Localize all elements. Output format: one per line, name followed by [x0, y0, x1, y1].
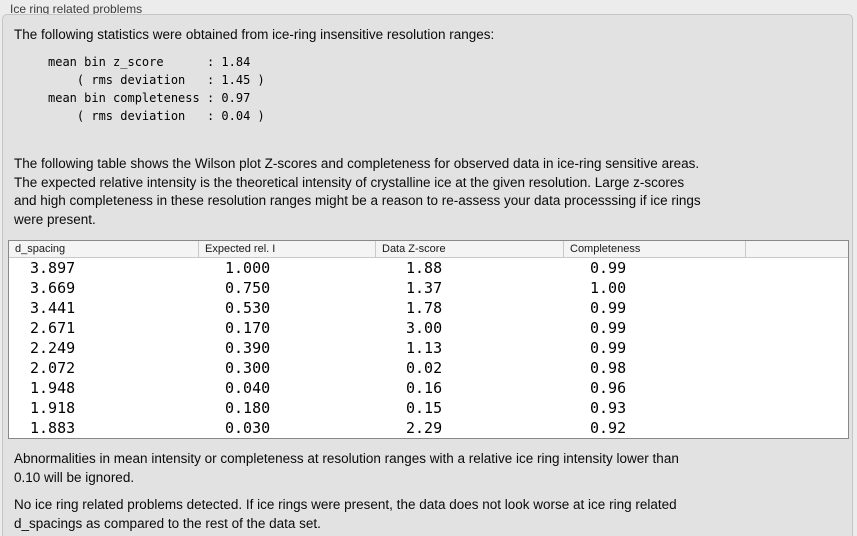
cell-completeness: 0.99 [590, 319, 627, 337]
table-body: 3.897 1.000 1.88 0.99 3.669 0.750 1.37 1… [9, 258, 848, 438]
ice-ring-table[interactable]: d_spacing Expected rel. I Data Z-score C… [8, 240, 849, 439]
cell-completeness: 0.99 [590, 299, 627, 317]
cell-expected-rel-i: 0.390 [225, 339, 271, 357]
column-header-completeness[interactable]: Completeness [564, 241, 746, 257]
table-header-row: d_spacing Expected rel. I Data Z-score C… [9, 241, 848, 258]
cell-expected-rel-i: 0.030 [225, 419, 271, 437]
cell-completeness: 0.93 [590, 399, 627, 417]
cell-data-z-score: 3.00 [406, 319, 443, 337]
cell-data-z-score: 0.02 [406, 359, 443, 377]
cell-data-z-score: 0.16 [406, 379, 443, 397]
stats-block: mean bin z_score : 1.84 ( rms deviation … [48, 55, 265, 123]
cell-expected-rel-i: 1.000 [225, 259, 271, 277]
cell-d-spacing: 2.671 [30, 319, 76, 337]
cell-d-spacing: 2.072 [30, 359, 76, 377]
cell-completeness: 0.98 [590, 359, 627, 377]
table-description: The following table shows the Wilson plo… [14, 156, 701, 227]
cell-expected-rel-i: 0.300 [225, 359, 271, 377]
column-header-data-z-score[interactable]: Data Z-score [376, 241, 564, 257]
cell-expected-rel-i: 0.530 [225, 299, 271, 317]
table-row[interactable]: 3.441 0.530 1.78 0.99 [9, 298, 848, 318]
cell-d-spacing: 1.948 [30, 379, 76, 397]
cell-data-z-score: 1.13 [406, 339, 443, 357]
cell-completeness: 1.00 [590, 279, 627, 297]
table-row[interactable]: 1.883 0.030 2.29 0.92 [9, 418, 848, 438]
table-row[interactable]: 2.671 0.170 3.00 0.99 [9, 318, 848, 338]
panel-title: Ice ring related problems [10, 2, 143, 16]
cell-d-spacing: 3.441 [30, 299, 76, 317]
cell-d-spacing: 3.669 [30, 279, 76, 297]
intro-text: The following statistics were obtained f… [14, 27, 495, 42]
ice-ring-panel: The following statistics were obtained f… [2, 14, 853, 536]
cell-expected-rel-i: 0.750 [225, 279, 271, 297]
cell-d-spacing: 3.897 [30, 259, 76, 277]
conclusion-text: No ice ring related problems detected. I… [14, 497, 677, 531]
cell-expected-rel-i: 0.170 [225, 319, 271, 337]
cell-completeness: 0.99 [590, 339, 627, 357]
cell-data-z-score: 1.37 [406, 279, 443, 297]
cell-d-spacing: 2.249 [30, 339, 76, 357]
cell-data-z-score: 1.78 [406, 299, 443, 317]
table-row[interactable]: 1.918 0.180 0.15 0.93 [9, 398, 848, 418]
cell-data-z-score: 0.15 [406, 399, 443, 417]
cell-data-z-score: 1.88 [406, 259, 443, 277]
cell-d-spacing: 1.918 [30, 399, 76, 417]
table-row[interactable]: 2.072 0.300 0.02 0.98 [9, 358, 848, 378]
cell-data-z-score: 2.29 [406, 419, 443, 437]
table-row[interactable]: 2.249 0.390 1.13 0.99 [9, 338, 848, 358]
ignore-note: Abnormalities in mean intensity or compl… [14, 451, 679, 485]
table-row[interactable]: 3.669 0.750 1.37 1.00 [9, 278, 848, 298]
table-row[interactable]: 1.948 0.040 0.16 0.96 [9, 378, 848, 398]
cell-completeness: 0.92 [590, 419, 627, 437]
cell-completeness: 0.99 [590, 259, 627, 277]
column-header-filler [746, 241, 848, 257]
column-header-expected-rel-i[interactable]: Expected rel. I [199, 241, 376, 257]
cell-expected-rel-i: 0.040 [225, 379, 271, 397]
cell-d-spacing: 1.883 [30, 419, 76, 437]
cell-completeness: 0.96 [590, 379, 627, 397]
table-row[interactable]: 3.897 1.000 1.88 0.99 [9, 258, 848, 278]
column-header-d-spacing[interactable]: d_spacing [9, 241, 199, 257]
cell-expected-rel-i: 0.180 [225, 399, 271, 417]
